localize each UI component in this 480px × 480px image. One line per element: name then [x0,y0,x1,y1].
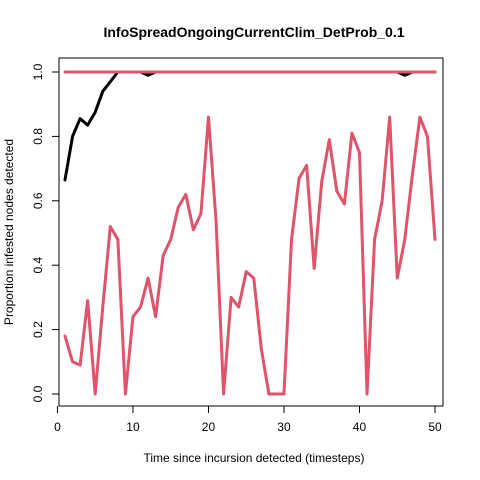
y-tick-label: 1.0 [31,63,45,80]
chart-title: InfoSpreadOngoingCurrentClim_DetProb_0.1 [103,24,404,40]
y-axis: 0.0 0.2 0.4 0.6 0.8 1.0 [31,63,59,402]
x-tick-label: 40 [353,420,367,434]
y-tick-label: 0.6 [31,192,45,209]
x-tick-label: 10 [126,420,140,434]
series-line-1 [63,70,437,182]
y-tick-label: 0.8 [31,128,45,145]
y-tick-label: 0.4 [31,257,45,274]
x-tick-label: 20 [202,420,216,434]
x-tick-label: 50 [428,420,442,434]
series-layer [63,70,437,396]
y-tick-label: 0.2 [31,321,45,338]
y-axis-label: Proportion infested nodes detected [2,139,16,325]
x-tick-label: 30 [277,420,291,434]
x-axis-label: Time since incursion detected (timesteps… [144,451,365,465]
plot-frame [58,57,444,407]
y-tick-label: 0.0 [31,385,45,402]
series-line-3 [63,115,437,396]
x-axis: 0 10 20 30 40 50 [54,406,442,434]
x-tick-label: 0 [54,420,61,434]
